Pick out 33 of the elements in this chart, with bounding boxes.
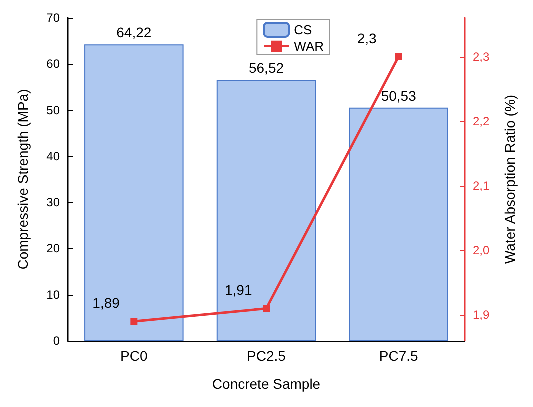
y-tick-label: 40 — [46, 149, 60, 164]
y-tick-label: 70 — [46, 11, 60, 25]
y-tick-label: 20 — [46, 242, 60, 256]
bar — [84, 44, 184, 341]
x-tick-label: PC0 — [120, 348, 148, 364]
x-tick-label: PC7.5 — [379, 348, 418, 364]
data-label: 64,22 — [116, 24, 152, 41]
legend-label: CS — [294, 22, 313, 38]
data-label: 1,91 — [225, 282, 252, 298]
x-axis-title: Concrete Sample — [212, 376, 321, 392]
bar — [349, 108, 448, 341]
data-label: 56,52 — [248, 60, 284, 76]
y2-tick-label: 2,0 — [473, 244, 490, 258]
x-tick-label: PC2.5 — [247, 348, 286, 364]
y-tick-label: 50 — [46, 103, 60, 118]
data-label: 50,53 — [381, 88, 417, 104]
bar — [216, 80, 316, 341]
y2-tick-label: 2,1 — [473, 178, 490, 193]
y-tick-label: 60 — [46, 57, 60, 72]
y2-tick-label: 2,3 — [473, 50, 490, 64]
data-label: 1,89 — [92, 295, 120, 312]
point — [395, 53, 402, 60]
legend-label: WAR — [294, 39, 324, 54]
y2-tick-label: 2,2 — [473, 114, 490, 128]
point — [130, 318, 138, 326]
data-label: 2,3 — [357, 30, 378, 46]
y-tick-label: 0 — [53, 334, 60, 348]
y-axis-title: Compressive Strength (MPa) — [15, 89, 31, 270]
y-tick-label: 30 — [46, 196, 60, 210]
point — [263, 305, 270, 312]
y2-axis-title: Water Absorption Ratio (%) — [502, 94, 518, 264]
y2-tick-label: 1,9 — [473, 308, 490, 322]
y-tick-label: 10 — [46, 288, 60, 302]
